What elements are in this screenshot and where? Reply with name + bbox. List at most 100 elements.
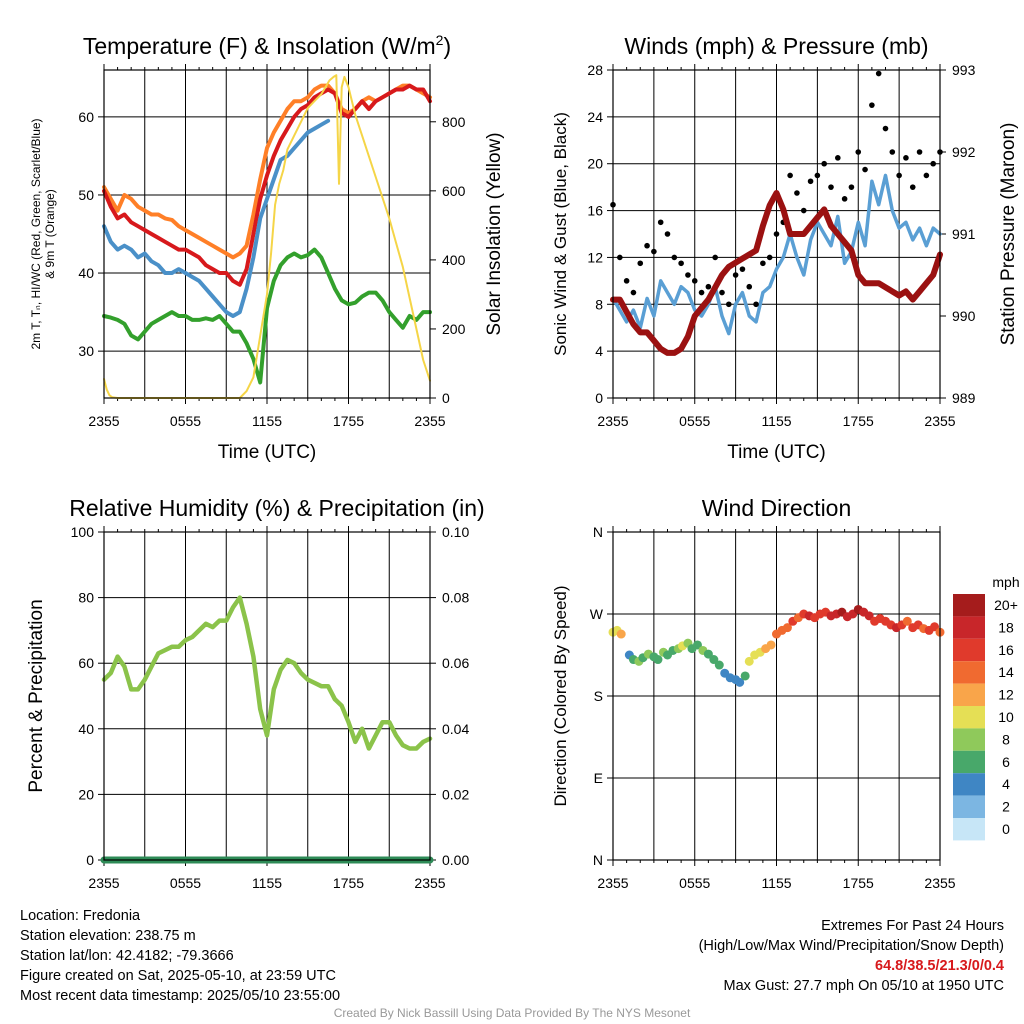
x-tick-label: 1755 bbox=[843, 413, 874, 429]
credit-line: Created By Nick Bassill Using Data Provi… bbox=[333, 1006, 691, 1020]
y-tick-label: N bbox=[593, 524, 603, 540]
gust-point bbox=[617, 254, 623, 261]
colorbar-swatch bbox=[953, 750, 985, 774]
y-axis-title: Direction (Colored By Speed) bbox=[551, 585, 570, 806]
series-line-wind_chill bbox=[102, 118, 331, 318]
gust-point bbox=[726, 301, 732, 308]
colorbar-label: 18 bbox=[998, 619, 1014, 635]
x-tick-label: 1755 bbox=[333, 413, 364, 429]
panel-humidity: 0 20 40 60 80 100 2355 0555 1155 1755 2355 0.00 0.02… bbox=[26, 495, 485, 891]
gust-point bbox=[814, 172, 821, 179]
station-latlon: Station lat/lon: 42.4182; -79.3666 bbox=[20, 948, 234, 964]
y-tick-label: 24 bbox=[587, 109, 603, 125]
station-info: Location: Fredonia Station elevation: 23… bbox=[20, 906, 340, 1006]
y2-tick-label: 0.04 bbox=[442, 721, 469, 737]
direction-point bbox=[653, 655, 663, 665]
y-tick-label: 40 bbox=[78, 265, 94, 281]
colorbar-swatch bbox=[953, 638, 985, 662]
y-tick-label: 28 bbox=[587, 62, 603, 78]
y2-tick-label: 0 bbox=[442, 390, 450, 406]
gust-point bbox=[712, 254, 718, 261]
extremes-title: Extremes For Past 24 Hours bbox=[821, 918, 1004, 934]
y2-tick-label: 200 bbox=[442, 321, 466, 337]
pressure-line bbox=[610, 190, 943, 356]
y-tick-label: 60 bbox=[78, 655, 94, 671]
y2-axis-title: Solar Insolation (Yellow) bbox=[484, 132, 505, 335]
colorbar-title: mph bbox=[992, 574, 1019, 590]
x-tick-label: 1755 bbox=[843, 875, 874, 891]
colorbar-label: 12 bbox=[998, 687, 1014, 703]
max-gust: Max Gust: 27.7 mph On 05/10 at 1950 UTC bbox=[723, 978, 1004, 994]
gust-point bbox=[773, 231, 780, 237]
x-tick-label: 1155 bbox=[252, 413, 282, 429]
extremes-values: 64.8/38.5/21.3/0/0.4 bbox=[875, 958, 1004, 974]
colorbar-swatch bbox=[953, 795, 985, 818]
gust-point bbox=[671, 254, 678, 261]
x-tick-label: 1155 bbox=[761, 413, 791, 429]
y-tick-label: 30 bbox=[78, 343, 94, 359]
y2-tick-label: 0.02 bbox=[442, 786, 469, 802]
x-axis-title: Time (UTC) bbox=[218, 442, 317, 463]
x-tick-label: 1155 bbox=[252, 875, 282, 891]
y-tick-label: 100 bbox=[71, 524, 95, 540]
panel-direction: N E S W N 2355 0555 1155 1755 2355 Wind Direction D… bbox=[551, 495, 1020, 891]
plot-border bbox=[103, 531, 431, 861]
gust-point bbox=[855, 149, 862, 155]
x-tick-label: 0555 bbox=[679, 875, 710, 891]
plot-border bbox=[612, 69, 941, 399]
y2-tick-label: 990 bbox=[952, 308, 976, 324]
gust-point bbox=[732, 272, 739, 278]
x-tick-label: 2355 bbox=[597, 875, 628, 891]
colorbar-swatch bbox=[953, 818, 985, 841]
direction-point bbox=[864, 611, 874, 621]
y2-tick-label: 0.06 bbox=[442, 655, 469, 671]
colorbar-label: 14 bbox=[998, 664, 1014, 680]
y-tick-label: N bbox=[593, 852, 603, 868]
y2-tick-label: 600 bbox=[442, 183, 466, 199]
panel-temperature: 30 40 50 60 2355 0555 1155 1755 2355 0 200 400 600 80… bbox=[29, 32, 505, 463]
gust-point bbox=[644, 242, 650, 249]
direction-point bbox=[930, 622, 940, 632]
gust-point bbox=[835, 155, 841, 161]
y-tick-label: 80 bbox=[78, 590, 94, 606]
x-tick-label: 2355 bbox=[88, 875, 119, 891]
gust-point bbox=[691, 278, 698, 284]
direction-point bbox=[709, 655, 719, 665]
chart-title: Winds (mph) & Pressure (mb) bbox=[624, 33, 928, 59]
direction-point bbox=[714, 660, 724, 670]
chart-title: Relative Humidity (%) & Precipitation (i… bbox=[69, 495, 484, 521]
y-tick-label: 40 bbox=[78, 721, 94, 737]
x-tick-label: 2355 bbox=[924, 413, 955, 429]
extremes-legend: (High/Low/Max Wind/Precipitation/Snow De… bbox=[698, 938, 1004, 954]
chart-title-main: Temperature (F) & Insolation (W/m bbox=[83, 33, 436, 59]
y-tick-label: 0 bbox=[86, 852, 94, 868]
y2-axis-title: Station Pressure (Maroon) bbox=[998, 123, 1019, 346]
gust-point bbox=[896, 172, 902, 179]
direction-point bbox=[616, 629, 626, 639]
x-tick-label: 1755 bbox=[333, 875, 364, 891]
colorbar-label: 6 bbox=[1002, 754, 1010, 770]
direction-point bbox=[744, 656, 754, 666]
y-axis-title-line2: & 9m T (Orange) bbox=[43, 189, 57, 279]
plot-border bbox=[103, 69, 431, 399]
gust-point bbox=[739, 266, 746, 272]
gust-point bbox=[828, 184, 834, 190]
gust-point bbox=[800, 207, 807, 214]
colorbar-label: 4 bbox=[1002, 776, 1010, 792]
gust-point bbox=[807, 178, 814, 185]
y-tick-label: 8 bbox=[595, 296, 603, 312]
x-tick-label: 2355 bbox=[414, 413, 445, 429]
colorbar-label: 16 bbox=[998, 642, 1014, 658]
x-tick-label: 2355 bbox=[597, 413, 628, 429]
y2-tick-label: 800 bbox=[442, 114, 466, 130]
x-tick-label: 2355 bbox=[414, 875, 445, 891]
chart-title-sup: 2 bbox=[436, 32, 444, 48]
y-tick-label: 60 bbox=[78, 109, 94, 125]
gust-point bbox=[882, 125, 889, 132]
colorbar-label: 2 bbox=[1002, 799, 1010, 815]
gust-point bbox=[685, 272, 691, 278]
gust-point bbox=[787, 172, 793, 179]
direction-point bbox=[692, 640, 702, 650]
chart-title-end: ) bbox=[443, 33, 451, 59]
gust-point bbox=[903, 155, 909, 161]
